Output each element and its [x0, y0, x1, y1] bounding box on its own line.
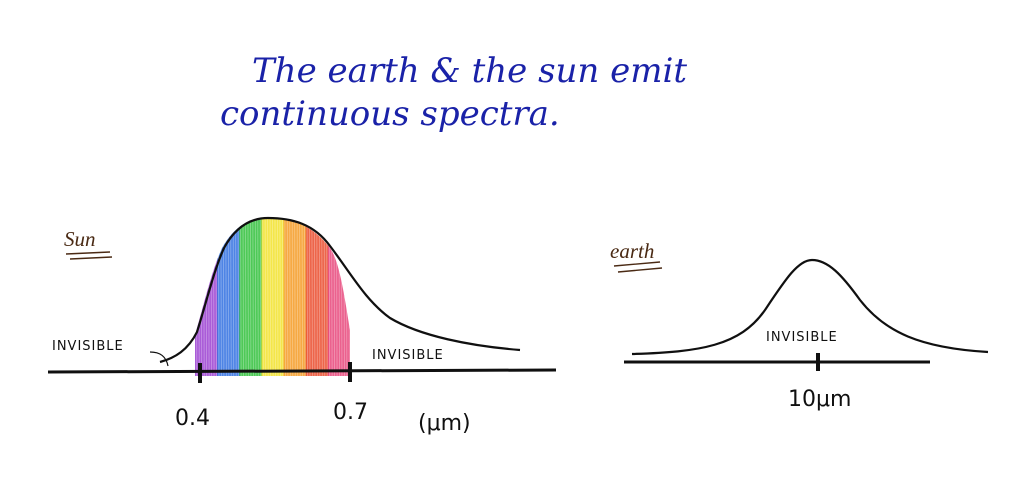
- title-line-1: The earth & the sun emit: [252, 51, 687, 91]
- earth-spectrum-curve: [631, 258, 989, 356]
- crayon-stroke: [257, 218, 259, 376]
- crayon-stroke: [281, 218, 284, 376]
- crayon-stroke: [252, 218, 254, 376]
- visible-spectrum-band: [195, 218, 350, 376]
- crayon-stroke: [279, 218, 281, 376]
- earth-invisible-label: INVISIBLE: [766, 330, 838, 345]
- crayon-stroke: [235, 218, 237, 376]
- sun-label-underline: [65, 251, 113, 260]
- sun-label: Sun: [64, 227, 96, 251]
- spectrum-color-band: [283, 218, 307, 376]
- crayon-stroke: [247, 218, 249, 376]
- spectrum-color-band: [217, 218, 241, 376]
- crayon-stroke: [309, 218, 311, 376]
- earth-label-underline: [613, 261, 663, 273]
- crayon-stroke: [318, 218, 321, 376]
- crayon-stroke: [237, 218, 240, 376]
- crayon-stroke: [301, 218, 304, 376]
- title-line-2: continuous spectra.: [220, 94, 560, 134]
- sun-tick-label-0-4: 0.4: [175, 406, 210, 431]
- sun-spectrum-curve: [159, 216, 521, 364]
- crayon-stroke: [291, 218, 294, 376]
- sun-wavelength-axis: [47, 368, 557, 374]
- crayon-stroke: [304, 218, 306, 376]
- crayon-stroke: [313, 218, 316, 376]
- crayon-stroke: [230, 218, 232, 376]
- crayon-stroke: [245, 218, 247, 376]
- crayon-stroke: [240, 218, 242, 376]
- sun-invisible-left-label: INVISIBLE: [52, 339, 124, 354]
- earth-panel: earth INVISIBLE 10μm: [610, 239, 989, 412]
- crayon-stroke: [296, 218, 299, 376]
- crayon-stroke: [267, 218, 269, 376]
- crayon-stroke: [274, 218, 276, 376]
- crayon-stroke: [262, 218, 264, 376]
- crayon-stroke: [249, 218, 252, 376]
- crayon-stroke: [269, 218, 272, 376]
- invisible-pointer-arrow: [149, 351, 169, 367]
- spectrum-color-band: [239, 218, 263, 376]
- crayon-stroke: [254, 218, 257, 376]
- crayon-stroke: [264, 218, 267, 376]
- crayon-stroke: [286, 218, 289, 376]
- crayon-stroke: [311, 218, 313, 376]
- crayon-stroke: [259, 218, 262, 376]
- crayon-stroke: [316, 218, 318, 376]
- sun-invisible-right-label: INVISIBLE: [372, 348, 444, 363]
- sun-panel: Sun 0.4 0.7 (μm) INVISIBLE INVISIBLE: [47, 216, 557, 436]
- crayon-stroke: [284, 218, 286, 376]
- crayon-stroke: [306, 218, 308, 376]
- sun-axis-unit: (μm): [418, 411, 471, 436]
- spectrum-color-band: [261, 218, 285, 376]
- spectrum-color-band: [305, 218, 329, 376]
- crayon-stroke: [242, 218, 244, 376]
- crayon-stroke: [289, 218, 291, 376]
- crayon-stroke: [277, 218, 279, 376]
- crayon-stroke: [294, 218, 296, 376]
- earth-tick-label-10um: 10μm: [788, 387, 851, 412]
- crayon-stroke: [272, 218, 274, 376]
- crayon-stroke: [232, 218, 235, 376]
- crayon-stroke: [299, 218, 301, 376]
- earth-label: earth: [610, 239, 654, 263]
- sun-tick-label-0-7: 0.7: [333, 400, 368, 425]
- crayon-stroke: [321, 218, 323, 376]
